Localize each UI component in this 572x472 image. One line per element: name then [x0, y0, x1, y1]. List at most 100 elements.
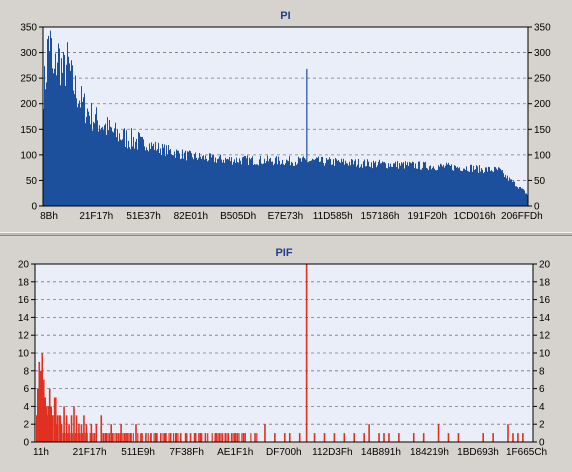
pif-xtick-label: 1BD693h	[457, 447, 499, 458]
pif-bar	[36, 415, 38, 442]
pi-series-area	[43, 30, 528, 207]
pif-xtick-label: 184219h	[410, 447, 449, 458]
pif-bar	[130, 433, 132, 442]
pif-xtick-label: 1F665Ch	[506, 447, 547, 458]
pif-title: PIF	[275, 247, 292, 259]
pif-bar	[169, 433, 172, 442]
pif-bar	[378, 433, 380, 442]
pif-bar	[91, 433, 93, 442]
pif-bar	[49, 424, 51, 442]
pif-bar	[71, 433, 73, 442]
pi-ytick-label-right: 250	[534, 74, 551, 85]
pif-bar	[147, 433, 149, 442]
pif-bar	[55, 424, 58, 442]
pif-bar	[180, 433, 182, 442]
pif-bar	[226, 433, 228, 442]
pif-bar	[83, 415, 85, 442]
pi-chart: PI 0 0 50 50 100 100 150 150 200 200 250 250 300 300 35…	[20, 10, 551, 222]
pif-bar	[86, 433, 88, 442]
pif-bar	[122, 433, 124, 442]
pif-bar	[38, 361, 41, 442]
pif-bar	[204, 433, 207, 442]
pif-ytick-label-left: 10	[18, 349, 30, 360]
pif-ytick-label-left: 0	[23, 438, 29, 449]
pif-bar	[128, 433, 130, 442]
pif-bar	[113, 433, 115, 442]
pi-xtick-label: 206FFDh	[501, 211, 543, 222]
pi-xtick-label: E7E73h	[268, 211, 304, 222]
pif-bar	[193, 433, 195, 442]
pif-bar	[507, 424, 509, 442]
pif-bar	[422, 433, 425, 442]
pif-ytick-label-left: 14	[18, 313, 30, 324]
pif-bar	[44, 397, 47, 442]
pif-bar	[236, 433, 239, 442]
pif-bar	[235, 433, 237, 442]
pif-bar	[85, 424, 88, 442]
pif-ytick-label-right: 10	[539, 349, 551, 360]
pi-xtick-label: 8Bh	[40, 211, 58, 222]
pif-bar	[165, 433, 167, 442]
pif-bar	[100, 415, 103, 442]
pif-bar	[437, 424, 440, 442]
pi-ytick-label-right: 50	[534, 176, 546, 187]
pif-bar	[227, 433, 230, 442]
pif-bar	[288, 433, 291, 442]
pif-bar	[67, 433, 69, 442]
pif-bar	[50, 424, 53, 442]
pif-bar	[38, 406, 41, 442]
pif-ytick-label-right: 8	[539, 366, 545, 377]
pif-chart: PIF 0 0 2 2 4 4 6 6 8 8 10 10 12 12 14 14 16 16 18 18 20 20 11h…	[18, 247, 551, 458]
pi-ytick-label-right: 0	[534, 202, 540, 213]
pif-xtick-label: 14B891h	[361, 447, 401, 458]
pif-bar	[168, 433, 170, 442]
pif-bar	[353, 433, 356, 442]
pif-bar	[94, 433, 96, 442]
pif-ytick-label-left: 6	[23, 384, 29, 395]
pif-bar	[254, 433, 256, 442]
pi-ytick-label-left: 100	[20, 150, 37, 161]
pif-bar	[82, 433, 84, 442]
panel-divider[interactable]	[0, 232, 572, 236]
pif-bar	[163, 433, 166, 442]
pif-bar	[238, 433, 240, 442]
pif-bar	[189, 433, 192, 442]
pif-bar	[126, 433, 128, 442]
pif-bar	[216, 433, 218, 442]
pif-bar	[172, 433, 175, 442]
pif-ytick-label-right: 14	[539, 313, 551, 324]
pif-bar	[59, 415, 62, 442]
pif-ytick-label-right: 12	[539, 331, 551, 342]
pif-bar	[89, 433, 91, 442]
pif-bar	[125, 433, 127, 442]
pi-xtick-label: 51E37h	[126, 211, 160, 222]
pi-ytick-label-right: 100	[534, 150, 551, 161]
pif-bar	[264, 424, 266, 442]
pif-ytick-label-right: 20	[539, 260, 551, 271]
pif-bar	[522, 433, 524, 442]
pif-bar	[256, 433, 258, 442]
pif-ytick-label-left: 16	[18, 295, 30, 306]
pi-ytick-label-left: 250	[20, 74, 37, 85]
pif-ytick-label-left: 2	[23, 420, 29, 431]
pif-bar	[70, 415, 73, 442]
pi-frame	[42, 26, 529, 207]
pif-bar	[76, 433, 78, 442]
pif-bar	[79, 433, 81, 442]
pif-bar	[41, 353, 44, 442]
pif-bar	[73, 433, 75, 442]
pif-bar	[40, 415, 42, 442]
pif-bar	[230, 433, 233, 442]
pif-bar	[482, 433, 484, 442]
pif-bar	[102, 433, 105, 442]
pif-bar	[219, 433, 221, 442]
pif-bar	[224, 433, 227, 442]
pif-bar	[368, 424, 370, 442]
pif-bar	[83, 433, 85, 442]
pif-bar	[323, 433, 326, 442]
pi-xtick-label: 191F20h	[408, 211, 447, 222]
pif-ytick-label-right: 2	[539, 420, 545, 431]
pif-bar	[73, 406, 75, 442]
pif-ytick-label-left: 8	[23, 366, 29, 377]
pif-bar	[160, 433, 162, 442]
